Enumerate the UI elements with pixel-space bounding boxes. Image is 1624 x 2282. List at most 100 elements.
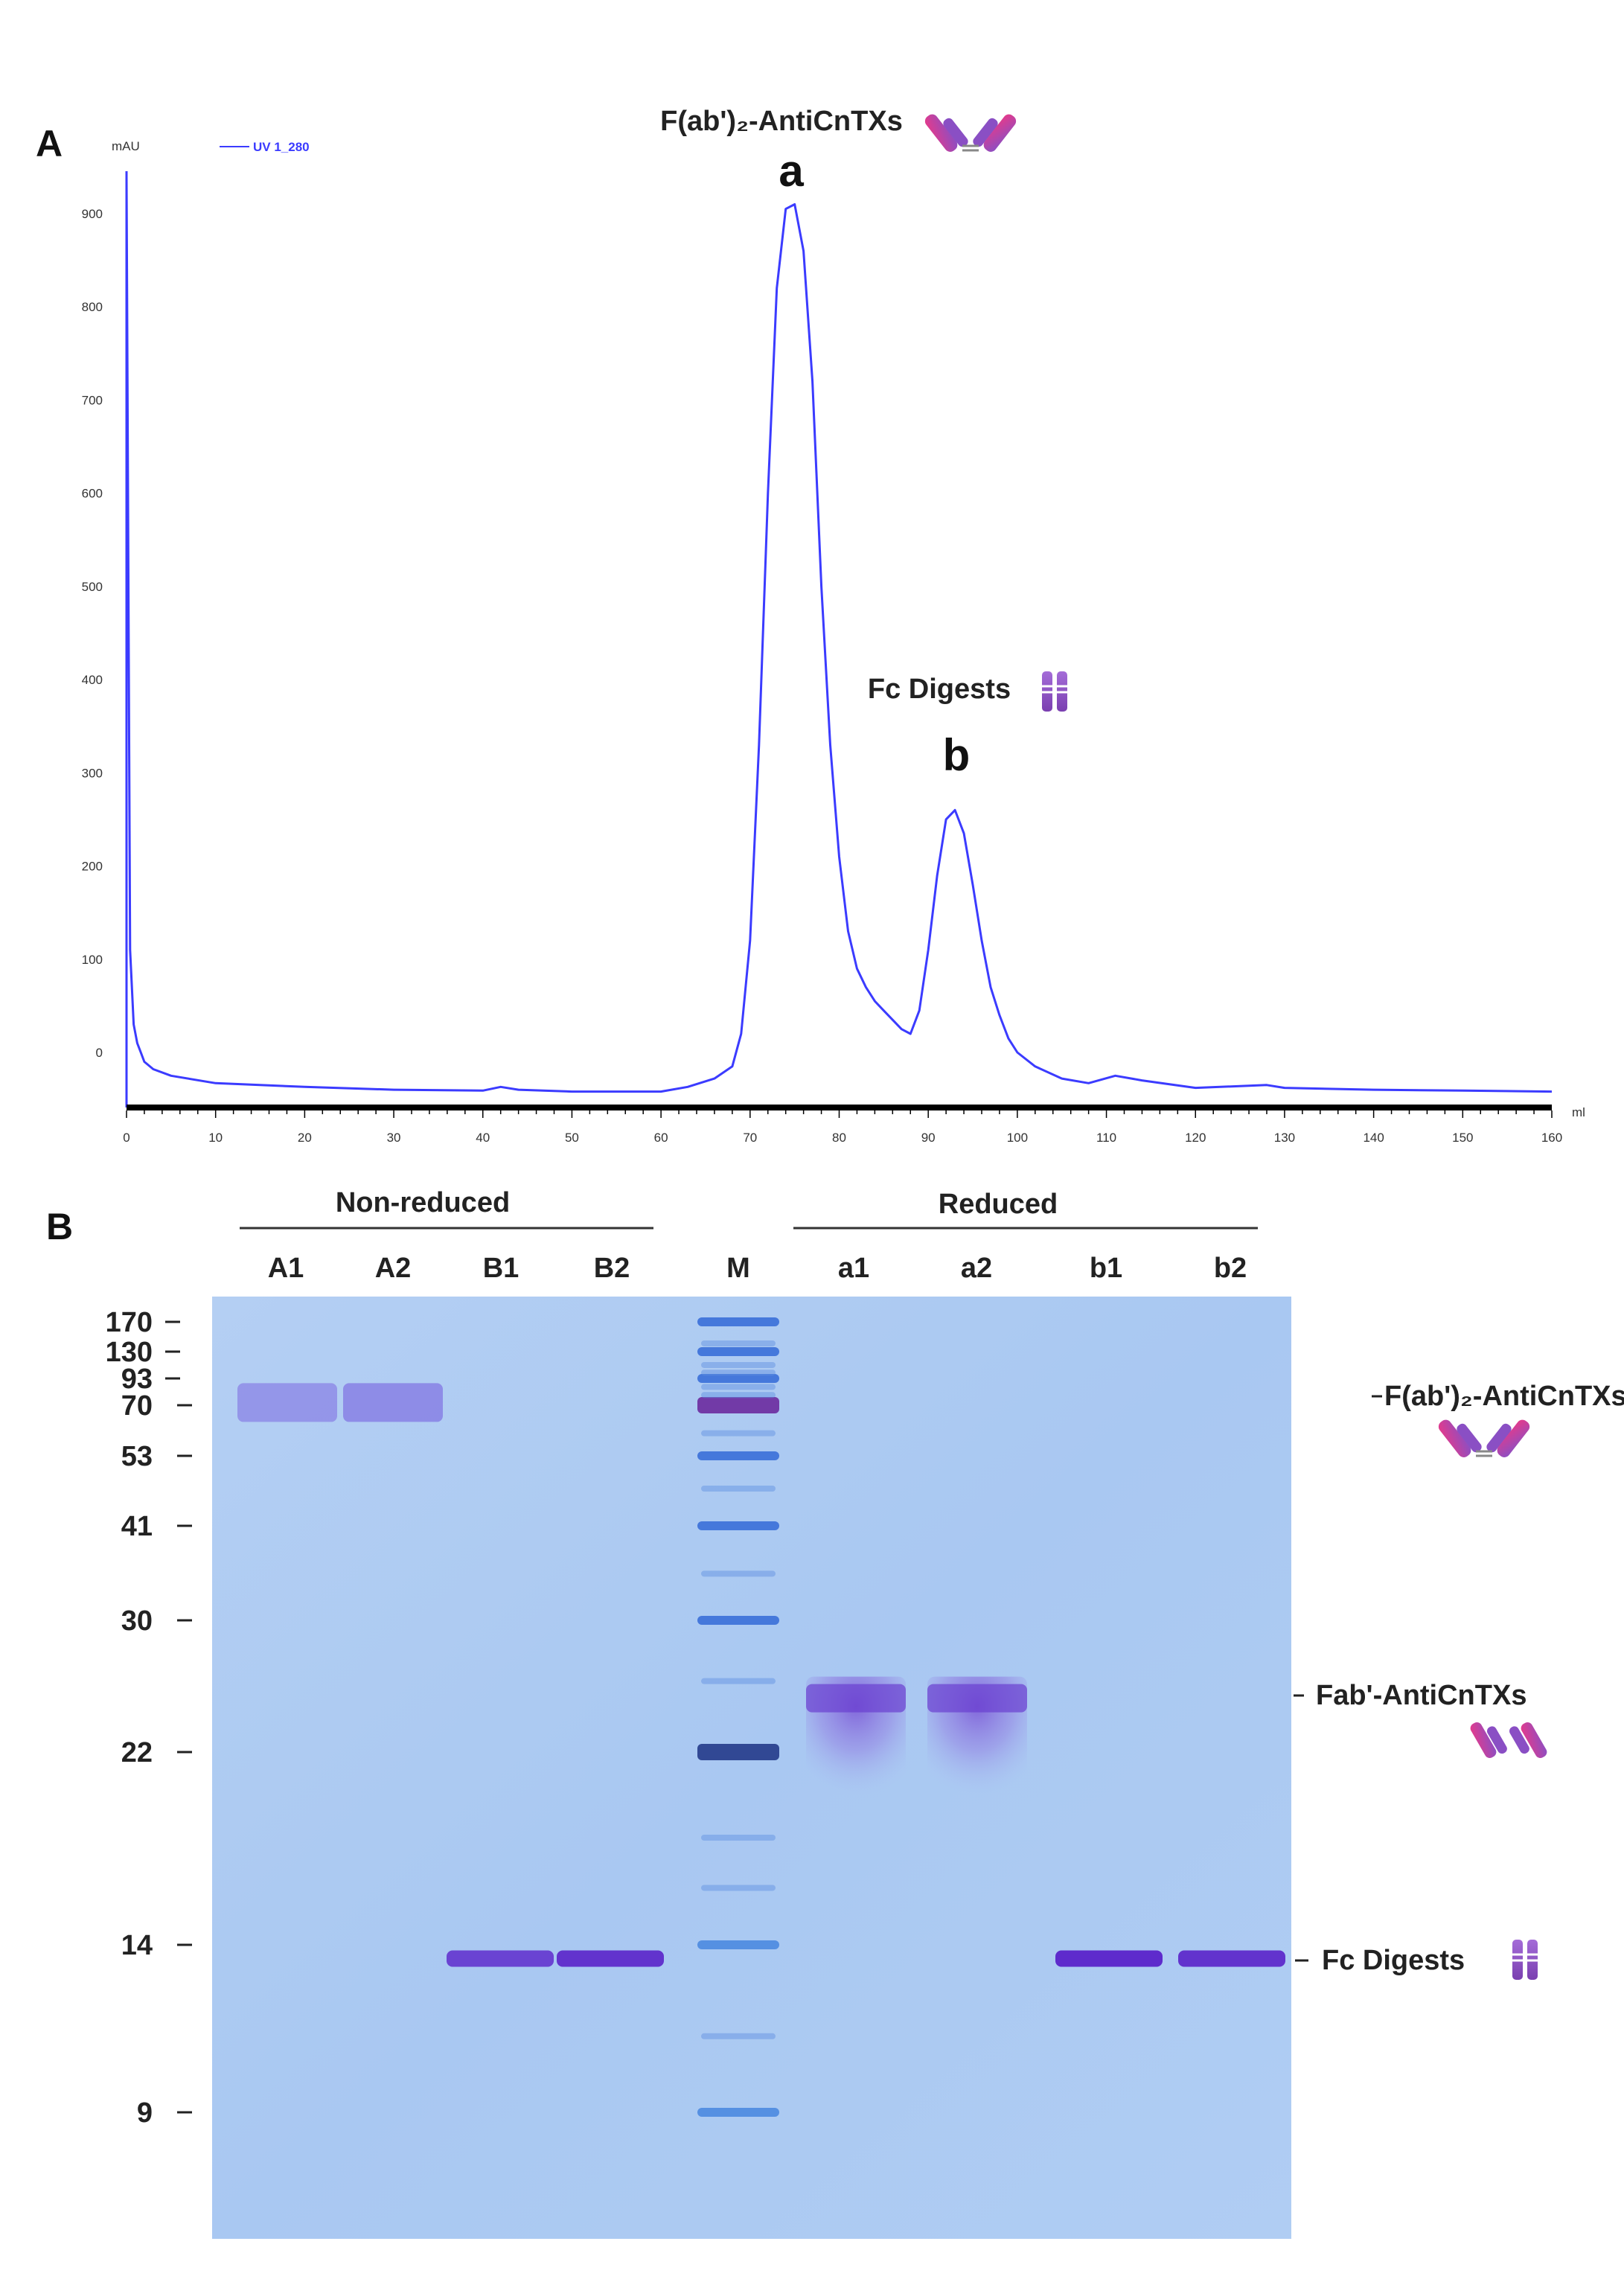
ladder-band-93 [697,1374,779,1383]
ladder-faint-band [701,1834,776,1841]
group-non-reduced: Non-reduced [336,1187,510,1218]
lane-label-B1: B1 [483,1253,520,1284]
ladder-band-41 [697,1521,779,1530]
fc-digest-icon [1042,671,1067,712]
f-ab2-antibody-icon [924,114,1017,152]
lane-label-b1: b1 [1090,1253,1122,1284]
y-tick-label: 0 [96,1046,103,1060]
x-axis [127,1105,1552,1110]
x-tick-label: 100 [1007,1131,1028,1145]
lane-label-a2: a2 [961,1253,992,1284]
x-tick-label: 90 [921,1131,936,1145]
y-tick-label: 400 [82,673,103,687]
band-label-fab2: F(ab')₂-AntiCnTXs [1384,1381,1624,1412]
y-tick-label: 700 [82,393,103,407]
lane-label-a1: a1 [838,1253,869,1284]
ladder-band-53 [697,1451,779,1460]
mw-label-70: 70 [121,1390,153,1422]
ladder-faint-band [701,2033,776,2039]
band-label-fc: Fc Digests [1322,1945,1465,1976]
lane-label-A1: A1 [268,1253,304,1284]
ladder-faint-band [701,1570,776,1577]
ladder-faint-band [701,1392,776,1399]
band-A2 [343,1383,443,1422]
mw-label-170: 170 [106,1307,153,1338]
band-B2 [557,1950,664,1967]
x-tick-label: 30 [387,1131,401,1145]
band-B1 [447,1950,554,1967]
legend-entry: UV 1_280 [253,140,310,154]
band-a2 [927,1684,1027,1713]
mw-label-130: 130 [106,1337,153,1368]
panel-b-label: B [46,1206,73,1247]
ladder-band-9 [697,2108,779,2117]
ladder-band-14 [697,1940,779,1949]
x-tick-label: 130 [1274,1131,1295,1145]
mw-label-93: 93 [121,1364,153,1395]
y-tick-label: 800 [82,300,103,314]
band-b1 [1055,1950,1163,1967]
y-tick-label: 900 [82,207,103,221]
ladder-faint-band [701,1361,776,1368]
x-tick-label: 80 [832,1131,846,1145]
y-tick-label: 500 [82,580,103,594]
y-tick-label: 600 [82,487,103,501]
lane-label-b2: b2 [1214,1253,1247,1284]
ladder-band-30 [697,1616,779,1625]
x-tick-label: 110 [1096,1131,1116,1145]
mw-label-53: 53 [121,1441,153,1472]
band-b2 [1178,1950,1285,1967]
lane-label-A2: A2 [375,1253,412,1284]
peak-b-letter: b [943,730,971,780]
group-reduced: Reduced [939,1189,1058,1220]
ladder-faint-band [701,1885,776,1891]
band-fab-antibody-icon [1470,1722,1547,1758]
y-tick-label: 300 [82,766,103,780]
x-tick-label: 40 [476,1131,490,1145]
lane-label-B2: B2 [594,1253,630,1284]
x-tick-label: 0 [123,1131,130,1145]
x-tick-label: 60 [654,1131,668,1145]
gel-background [212,1297,1291,2239]
ladder-faint-band [701,1384,776,1390]
ladder-band-70 [697,1397,779,1413]
x-tick-label: 160 [1541,1131,1562,1145]
mw-label-41: 41 [121,1511,153,1542]
x-tick-label: 10 [208,1131,223,1145]
mw-label-22: 22 [121,1737,153,1768]
band-A1 [237,1383,337,1422]
mw-label-14: 14 [121,1930,153,1961]
mw-label-30: 30 [121,1605,153,1637]
x-tick-label: 150 [1452,1131,1473,1145]
ladder-faint-band [701,1340,776,1346]
x-axis-unit: ml [1572,1105,1585,1119]
band-a1 [806,1684,906,1713]
y-tick-label: 100 [82,953,103,967]
x-tick-label: 20 [298,1131,312,1145]
y-axis-label: mAU [112,139,140,153]
x-tick-label: 70 [743,1131,757,1145]
x-tick-label: 50 [565,1131,579,1145]
ladder-faint-band [701,1485,776,1492]
x-tick-label: 140 [1363,1131,1384,1145]
peak-a-name: F(ab')₂-AntiCnTXs [660,106,903,137]
peak-b-name: Fc Digests [868,674,1011,705]
mw-label-9: 9 [137,2097,153,2129]
ladder-faint-band [701,1369,776,1376]
ladder-faint-band [701,1430,776,1436]
ladder-band-170 [697,1317,779,1326]
ladder-faint-band [701,1678,776,1684]
peak-a-letter: a [779,146,804,196]
ladder-band-22 [697,1744,779,1760]
ladder-band-130 [697,1347,779,1356]
y-tick-label: 200 [82,860,103,874]
lane-label-M: M [726,1253,750,1284]
panel-a-label: A [36,123,63,164]
band-fab2-antibody-icon [1438,1419,1530,1457]
x-tick-label: 120 [1185,1131,1206,1145]
band-fc-digest-icon [1512,1940,1538,1980]
band-label-fab: Fab'-AntiCnTXs [1316,1680,1527,1711]
chromatogram-plot: 0 10 20 30 40 50 60 70 80 90 100 110 120 130 140 150 160… [82,171,1585,1145]
